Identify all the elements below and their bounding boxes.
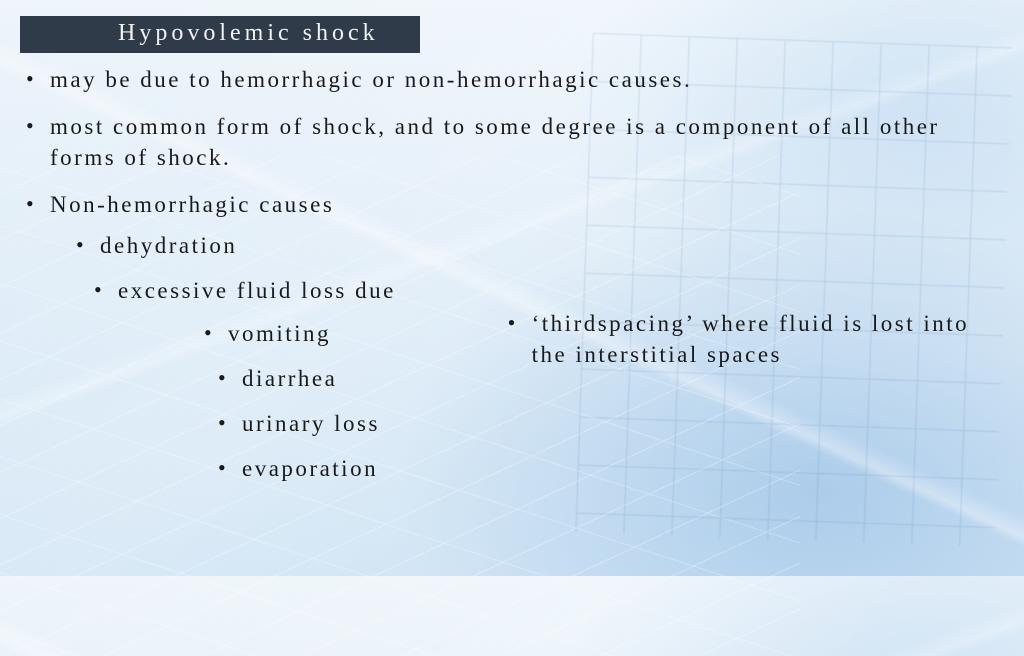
bullet-text: urinary loss <box>242 411 380 436</box>
bullet-text: ‘thirdspacing’ where fluid is lost into … <box>532 311 970 367</box>
bullet-item: diarrhea <box>242 363 480 394</box>
two-column-row: vomiting diarrhea urinary loss evaporati… <box>118 306 1004 498</box>
bullet-list-level2: dehydration excessive fluid loss due vom… <box>50 230 1004 498</box>
bullet-item: most common form of shock, and to some d… <box>50 111 1004 173</box>
bullet-text: evaporation <box>242 456 378 481</box>
bullet-list-level4: vomiting diarrhea urinary loss evaporati… <box>118 318 480 484</box>
bullet-text: may be due to hemorrhagic or non-hemorrh… <box>50 67 692 92</box>
bullet-item: Non-hemorrhagic causes dehydration exces… <box>50 189 1004 498</box>
bullet-text: excessive fluid loss due <box>118 278 396 303</box>
slide-title-bar: Hypovolemic shock <box>20 16 420 53</box>
bullet-item: may be due to hemorrhagic or non-hemorrh… <box>50 64 1004 95</box>
bullet-item: excessive fluid loss due vomiting diarrh… <box>118 275 1004 498</box>
bullet-text: dehydration <box>100 233 237 258</box>
bullet-list-level1: may be due to hemorrhagic or non-hemorrh… <box>22 64 1004 498</box>
column-left: vomiting diarrhea urinary loss evaporati… <box>118 306 480 498</box>
bullet-text: most common form of shock, and to some d… <box>50 114 940 170</box>
column-right: ‘thirdspacing’ where fluid is lost into … <box>500 306 1004 498</box>
bullet-item: dehydration <box>100 230 1004 261</box>
slide-title: Hypovolemic shock <box>118 20 379 46</box>
bullet-item: vomiting <box>228 318 480 349</box>
bullet-text: Non-hemorrhagic causes <box>50 192 334 217</box>
bullet-item: urinary loss <box>242 408 480 439</box>
slide-body: may be due to hemorrhagic or non-hemorrh… <box>22 64 1004 514</box>
bullet-text: vomiting <box>228 321 331 346</box>
bullet-text: diarrhea <box>242 366 337 391</box>
bullet-list-right: ‘thirdspacing’ where fluid is lost into … <box>500 308 1004 370</box>
bullet-item: evaporation <box>242 453 480 484</box>
bullet-item: ‘thirdspacing’ where fluid is lost into … <box>532 308 1004 370</box>
